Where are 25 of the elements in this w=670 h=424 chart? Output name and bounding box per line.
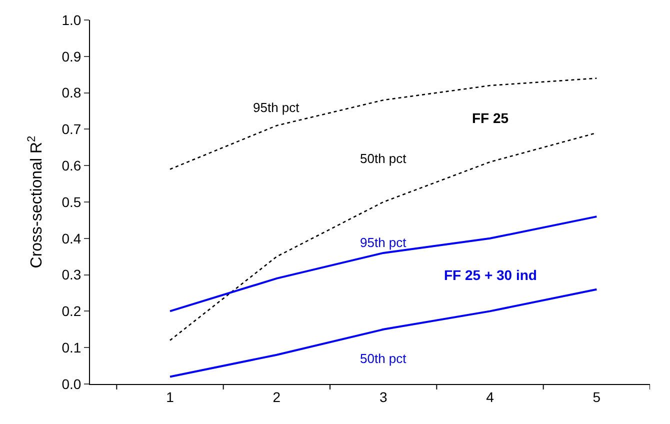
y-tick-label: 0.4 xyxy=(62,230,82,246)
y-tick-label: 0.8 xyxy=(62,84,82,101)
series-label: 50th pct xyxy=(360,351,407,366)
x-tick-label: 4 xyxy=(486,388,494,405)
y-tick-label: 0.7 xyxy=(62,121,82,138)
y-tick-label: 0.1 xyxy=(62,340,82,356)
x-tick-label: 2 xyxy=(272,388,281,405)
line-series xyxy=(169,288,598,378)
x-tick-label: 5 xyxy=(592,388,601,405)
annotation: FF 25 xyxy=(472,110,509,126)
line-series xyxy=(169,216,598,312)
x-tick-label: 1 xyxy=(166,388,174,405)
line-series xyxy=(169,78,598,170)
y-tick-label: 0.5 xyxy=(62,194,82,210)
series-label: 95th pct xyxy=(360,235,407,250)
series-label: 50th pct xyxy=(360,151,407,166)
y-tick-label: 0.2 xyxy=(62,303,82,320)
series-label: 95th pct xyxy=(253,100,300,115)
y-tick-label: 1.0 xyxy=(62,12,82,28)
y-tick-label: 0.3 xyxy=(62,266,82,283)
x-tick-label: 3 xyxy=(379,388,388,405)
y-tick-label: 0.9 xyxy=(62,48,82,64)
annotation: FF 25 + 30 ind xyxy=(444,267,537,283)
y-tick-label: 0.0 xyxy=(62,376,82,392)
y-tick-label: 0.6 xyxy=(62,158,82,174)
